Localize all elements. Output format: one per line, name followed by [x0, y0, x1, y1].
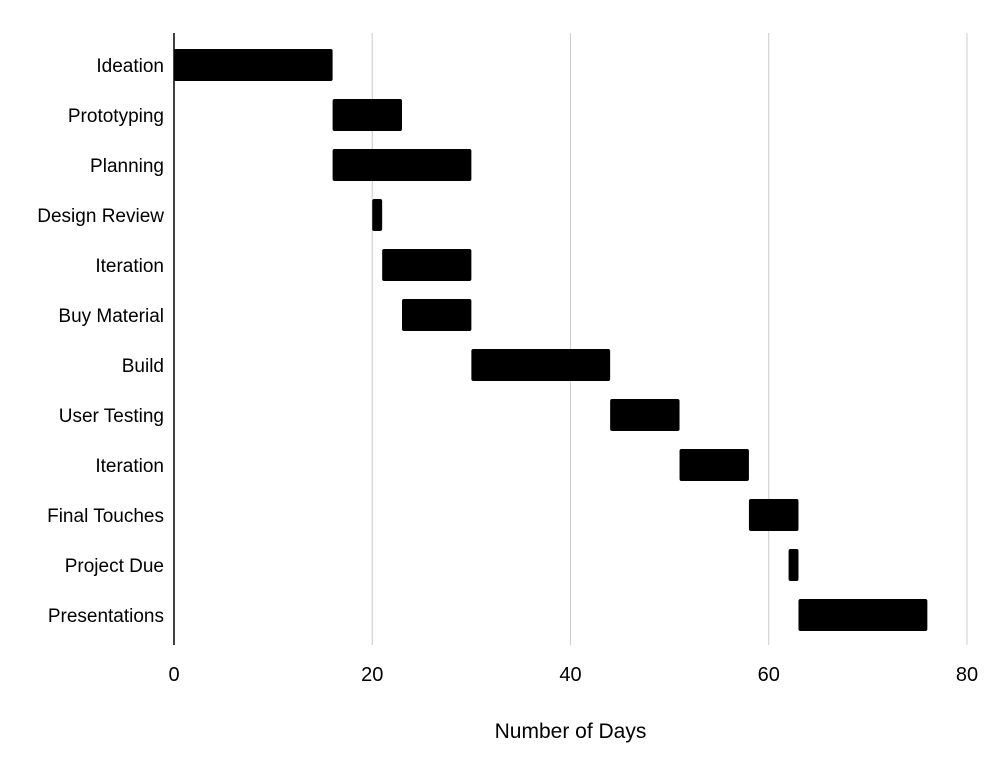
x-axis-title: Number of Days: [495, 720, 647, 743]
category-label: Presentations: [48, 606, 164, 627]
category-labels: Ideation Prototyping Planning Design Review…: [37, 56, 164, 627]
gantt-bar: [174, 49, 333, 81]
x-tick-label: 40: [559, 664, 581, 686]
x-tick-label: 80: [956, 664, 978, 686]
bars: [174, 49, 928, 631]
category-label: Buy Material: [58, 306, 164, 327]
category-label: Build: [122, 356, 164, 377]
gantt-bar: [798, 599, 928, 631]
gantt-bar: [788, 549, 799, 581]
gantt-bar: [332, 149, 472, 181]
category-label: Final Touches: [47, 506, 164, 527]
x-tick-label: 0: [168, 664, 179, 686]
gantt-bar: [679, 449, 749, 481]
category-label: Iteration: [95, 456, 164, 477]
category-label: Planning: [90, 156, 164, 177]
gantt-bar: [401, 299, 472, 331]
x-tick-label: 20: [361, 664, 383, 686]
gantt-bar: [332, 99, 402, 131]
category-label: Ideation: [96, 56, 164, 77]
x-tick-label: 60: [758, 664, 780, 686]
grid-lines: [371, 33, 968, 645]
gantt-bar: [610, 399, 680, 431]
x-tick-labels: 0 20 40 60 80: [168, 664, 978, 686]
gantt-bar: [372, 199, 383, 231]
category-label: Prototyping: [68, 106, 164, 127]
gantt-bar: [471, 349, 611, 381]
category-label: User Testing: [59, 406, 164, 427]
gantt-bar: [382, 249, 472, 281]
gantt-bar: [748, 499, 799, 531]
category-label: Design Review: [37, 206, 164, 227]
category-label: Iteration: [95, 256, 164, 277]
category-label: Project Due: [65, 556, 164, 577]
